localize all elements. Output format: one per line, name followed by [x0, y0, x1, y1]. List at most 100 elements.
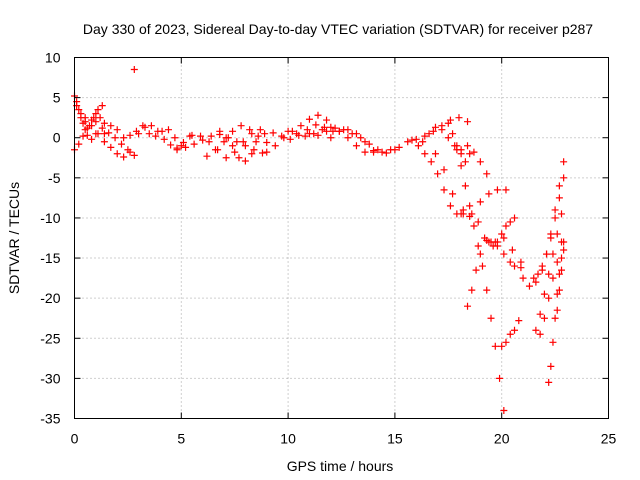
x-tick-label: 25 — [601, 431, 617, 447]
series-arc-16 — [305, 124, 399, 157]
data-point — [222, 154, 230, 162]
data-point — [135, 130, 143, 138]
data-point — [555, 182, 563, 190]
y-axis-label: SDTVAR / TECUs — [6, 182, 22, 294]
data-point — [560, 238, 568, 246]
series-arc-02 — [71, 110, 108, 154]
data-point — [560, 174, 568, 182]
data-point — [476, 158, 484, 166]
data-point — [464, 142, 472, 150]
data-point — [459, 210, 467, 218]
data-point — [511, 262, 519, 270]
data-point — [551, 314, 559, 322]
data-point — [173, 146, 181, 154]
data-point — [344, 126, 352, 134]
data-point — [487, 314, 495, 322]
data-point — [536, 310, 544, 318]
data-point — [100, 119, 108, 127]
data-point — [511, 326, 519, 334]
data-point — [421, 132, 429, 140]
data-point — [312, 121, 320, 129]
series-arc-20 — [419, 123, 491, 178]
data-point — [284, 127, 292, 135]
data-point — [502, 186, 510, 194]
data-point — [98, 124, 106, 132]
data-point — [553, 290, 561, 298]
data-points — [71, 66, 568, 414]
data-point — [487, 238, 495, 246]
data-point — [261, 130, 269, 138]
y-tick-label: 5 — [53, 90, 61, 106]
data-point — [83, 131, 91, 139]
series-arc-23 — [453, 146, 508, 414]
data-point — [461, 158, 469, 166]
series-arc-11 — [203, 122, 271, 160]
data-point — [478, 262, 486, 270]
data-point — [120, 134, 128, 142]
data-point — [532, 326, 540, 334]
data-point — [438, 126, 446, 134]
data-point — [549, 274, 557, 282]
data-point — [455, 114, 463, 122]
data-point — [500, 250, 508, 258]
y-tick-label: -25 — [40, 330, 60, 346]
data-point — [540, 290, 548, 298]
data-point — [498, 230, 506, 238]
y-tick-label: -20 — [40, 290, 60, 306]
data-point — [256, 126, 264, 134]
data-point — [237, 122, 245, 130]
data-point — [498, 342, 506, 350]
y-tick-label: 10 — [45, 50, 61, 66]
data-point — [177, 142, 185, 150]
data-point — [248, 150, 256, 158]
series-arc-17 — [327, 126, 369, 146]
data-point — [553, 258, 561, 266]
data-point — [500, 234, 508, 242]
data-point — [197, 132, 205, 140]
data-point — [387, 146, 395, 154]
data-point — [468, 286, 476, 294]
series-arc-22 — [444, 119, 474, 166]
data-point — [229, 127, 237, 135]
data-point — [425, 130, 433, 138]
data-point — [408, 136, 416, 144]
series-arc-31 — [536, 238, 566, 338]
data-point — [378, 148, 386, 156]
data-point — [94, 130, 102, 138]
series-arc-18 — [370, 114, 472, 156]
data-point — [145, 130, 153, 138]
series-arc-14 — [263, 111, 331, 156]
series-arc-30 — [532, 210, 566, 334]
data-point — [111, 134, 119, 142]
series-arc-08 — [139, 122, 185, 150]
data-point — [199, 136, 207, 144]
data-point — [323, 127, 331, 135]
data-point — [231, 148, 239, 156]
data-point — [318, 126, 326, 134]
data-point — [113, 126, 121, 134]
data-point — [130, 66, 138, 74]
data-point — [81, 114, 89, 122]
data-point — [547, 362, 555, 370]
grid — [74, 57, 609, 419]
data-point — [558, 266, 566, 274]
data-point — [344, 134, 352, 142]
y-tick-label: -35 — [40, 411, 60, 427]
series-arc-19 — [408, 136, 467, 218]
data-point — [434, 170, 442, 178]
data-point — [167, 141, 175, 149]
data-point — [357, 134, 365, 142]
data-point — [327, 123, 335, 131]
data-point — [530, 274, 538, 282]
series-arc-28 — [519, 158, 568, 290]
series-arc-06 — [100, 122, 140, 142]
data-point — [466, 150, 474, 158]
data-point — [235, 154, 243, 162]
data-point — [229, 142, 237, 150]
data-point — [457, 150, 465, 158]
data-point — [474, 218, 482, 226]
data-point — [457, 162, 465, 170]
data-point — [207, 132, 215, 140]
data-point — [323, 116, 331, 124]
